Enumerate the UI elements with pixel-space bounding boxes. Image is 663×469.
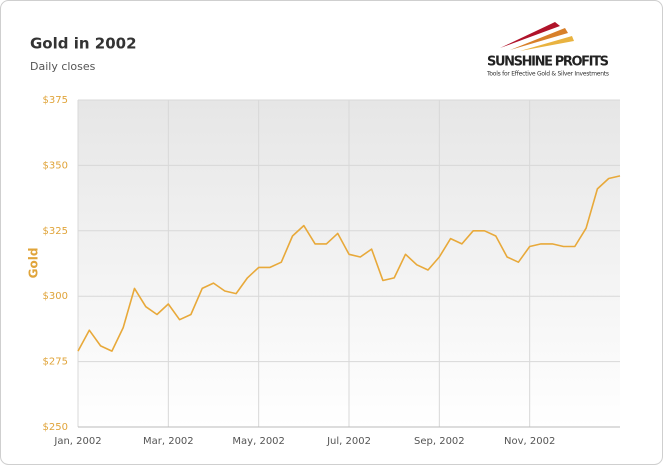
logo-ray xyxy=(500,22,560,48)
logo-tagline: Tools for Effective Gold & Silver Invest… xyxy=(486,71,609,78)
x-tick-label: Jul, 2002 xyxy=(326,436,371,447)
y-tick-label: $375 xyxy=(43,95,68,106)
y-tick-label: $275 xyxy=(43,357,68,368)
logo: SUNSHINE PROFITS Tools for Effective Gol… xyxy=(486,22,609,78)
chart-title: Gold in 2002 xyxy=(30,35,137,53)
y-tick-label: $325 xyxy=(43,226,68,237)
x-tick-label: Sep, 2002 xyxy=(414,436,465,447)
logo-ray xyxy=(520,36,574,51)
x-tick-label: May, 2002 xyxy=(232,436,284,447)
logo-name: SUNSHINE PROFITS xyxy=(487,55,609,70)
y-tick-label: $350 xyxy=(43,160,68,171)
chart-subtitle: Daily closes xyxy=(30,60,96,73)
y-tick-label: $250 xyxy=(43,422,68,433)
y-tick-label: $300 xyxy=(43,291,68,302)
x-tick-label: Jan, 2002 xyxy=(53,436,101,447)
line-series xyxy=(77,175,621,352)
y-axis-label: Gold xyxy=(27,248,41,279)
x-tick-label: Nov, 2002 xyxy=(504,436,555,447)
logo-ray xyxy=(510,28,568,50)
x-tick-label: Mar, 2002 xyxy=(143,436,194,447)
